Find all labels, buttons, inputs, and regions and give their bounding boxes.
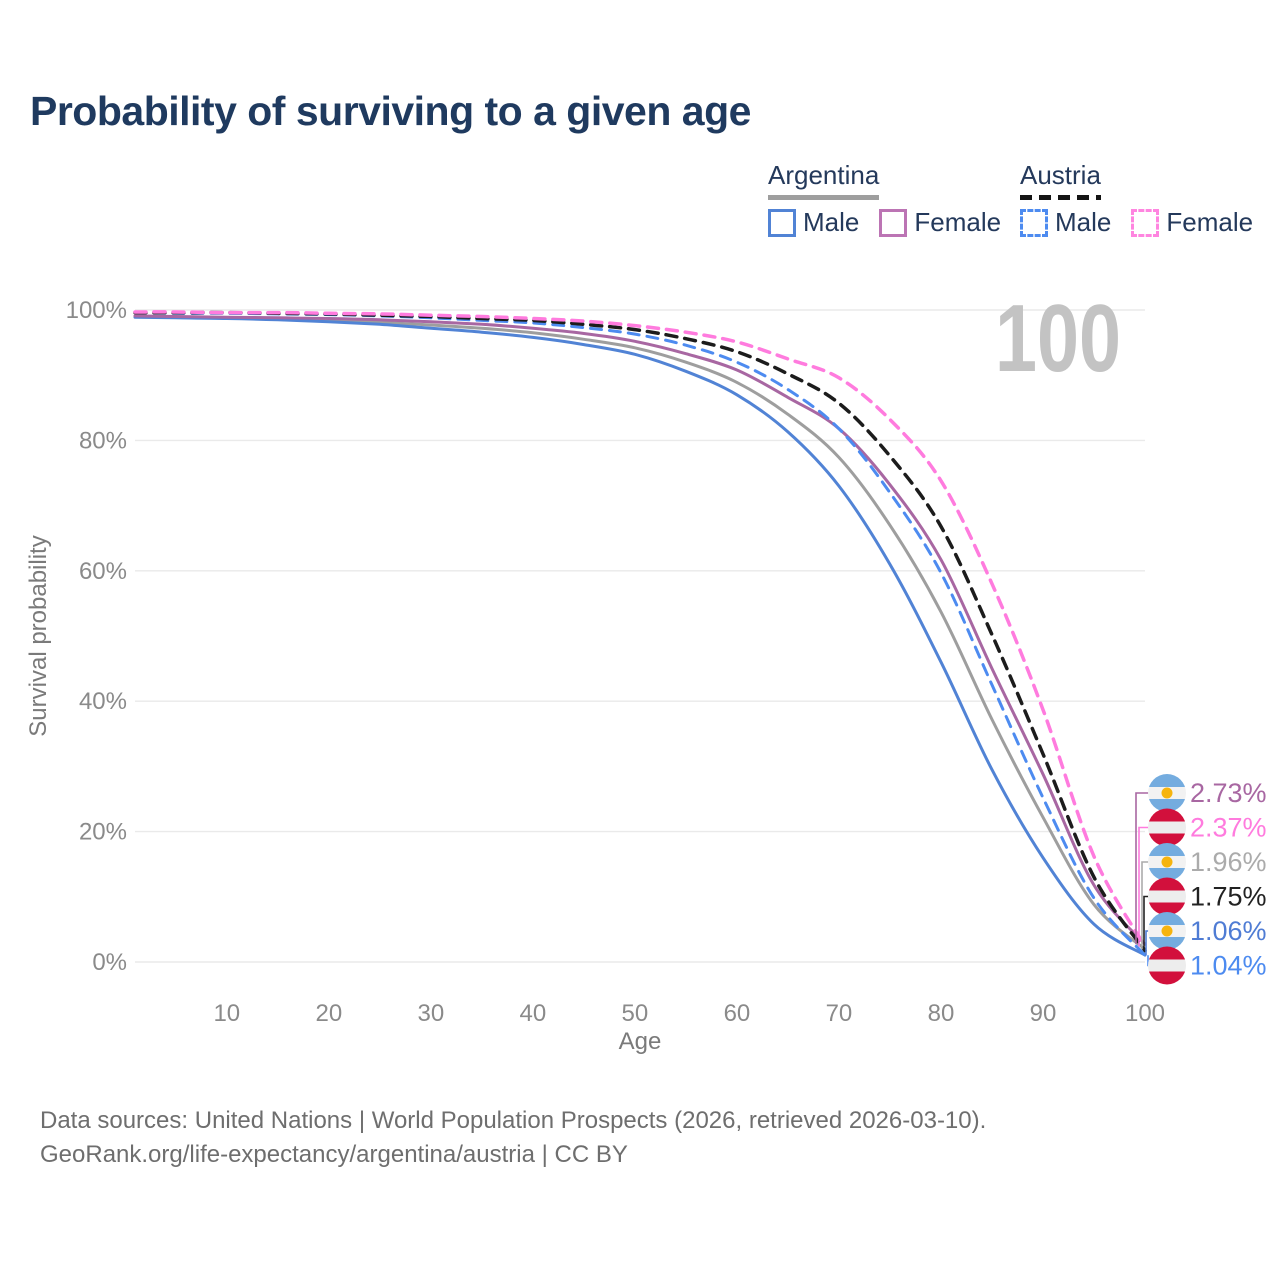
legend-item-austria-male[interactable]: Male: [1020, 207, 1111, 238]
argentina-line-style-swatch: [768, 195, 880, 200]
legend-item-argentina-female[interactable]: Female: [879, 207, 1001, 238]
page-title: Probability of surviving to a given age: [30, 88, 751, 134]
y-tick-label: 100%: [66, 297, 127, 324]
austria-flag-icon: [1148, 946, 1186, 985]
legend-title-austria: Austria: [1020, 160, 1101, 190]
series-line-argentina-male[interactable]: [133, 315, 1147, 957]
source-line-2: GeoRank.org/life-expectancy/argentina/au…: [40, 1141, 628, 1168]
series-line-argentina-total[interactable]: [133, 315, 1147, 951]
legend-group-austria: Austria Male Female: [1020, 160, 1273, 238]
x-tick-label: 10: [213, 1000, 240, 1027]
legend-label: Male: [803, 207, 860, 237]
series-line-austria-female[interactable]: [133, 310, 1147, 949]
austria-male-swatch-icon: [1020, 208, 1048, 237]
x-axis-title: Age: [619, 1028, 662, 1055]
series-line-austria-male[interactable]: [133, 311, 1147, 957]
end-label-leader: [1135, 792, 1149, 945]
source-note: Data sources: United Nations | World Pop…: [40, 1104, 986, 1172]
y-tick-label: 40%: [79, 688, 127, 715]
x-tick-label: 60: [724, 1000, 751, 1027]
end-label-value: 1.75%: [1190, 882, 1267, 912]
legend-label: Female: [914, 207, 1002, 237]
austria-female-swatch-icon: [1131, 208, 1160, 237]
argentina-flag-icon: [1148, 912, 1186, 950]
legend-header-austria[interactable]: Austria: [1020, 160, 1101, 200]
y-tick-label: 80%: [79, 427, 127, 454]
x-tick-label: 70: [826, 1000, 853, 1027]
end-label-leader: [1141, 861, 1149, 950]
x-tick-label: 100: [1125, 1000, 1165, 1027]
y-axis-title: Survival probability: [25, 535, 52, 736]
x-tick-label: 20: [315, 1000, 342, 1027]
end-label-value: 1.06%: [1190, 916, 1267, 946]
end-label-value: 2.37%: [1190, 813, 1267, 843]
austria-flag-icon: [1148, 808, 1186, 847]
argentina-flag-icon: [1148, 843, 1186, 881]
legend-item-argentina-male[interactable]: Male: [768, 207, 859, 238]
y-tick-label: 20%: [79, 819, 127, 846]
end-label-leader: [1143, 895, 1149, 951]
series-line-argentina-female[interactable]: [133, 314, 1147, 946]
x-tick-label: 90: [1030, 1000, 1057, 1027]
austria-line-style-swatch: [1020, 195, 1101, 200]
source-line-1: Data sources: United Nations | World Pop…: [40, 1107, 987, 1134]
x-tick-label: 30: [418, 1000, 445, 1027]
legend-label: Female: [1166, 207, 1254, 237]
end-label-value: 2.73%: [1190, 778, 1267, 808]
legend-item-austria-female[interactable]: Female: [1131, 207, 1253, 238]
x-tick-label: 80: [928, 1000, 955, 1027]
legend-group-argentina: Argentina Male Female: [768, 160, 1021, 238]
argentina-female-swatch-icon: [879, 208, 908, 237]
end-label-leader: [1138, 826, 1149, 947]
austria-flag-icon: [1148, 877, 1186, 916]
y-tick-label: 0%: [92, 949, 127, 976]
legend-label: Male: [1055, 207, 1112, 237]
legend-title-argentina: Argentina: [768, 160, 880, 190]
y-tick-label: 60%: [79, 558, 127, 585]
x-tick-label: 40: [520, 1000, 547, 1027]
legend-header-argentina[interactable]: Argentina: [768, 160, 880, 200]
series-line-austria-total[interactable]: [133, 310, 1147, 953]
age-counter-watermark: 100: [995, 285, 1121, 392]
x-tick-label: 50: [622, 1000, 649, 1027]
end-label-value: 1.04%: [1190, 951, 1267, 981]
argentina-flag-icon: [1148, 774, 1186, 812]
end-label-value: 1.96%: [1190, 847, 1267, 877]
argentina-male-swatch-icon: [768, 208, 796, 237]
